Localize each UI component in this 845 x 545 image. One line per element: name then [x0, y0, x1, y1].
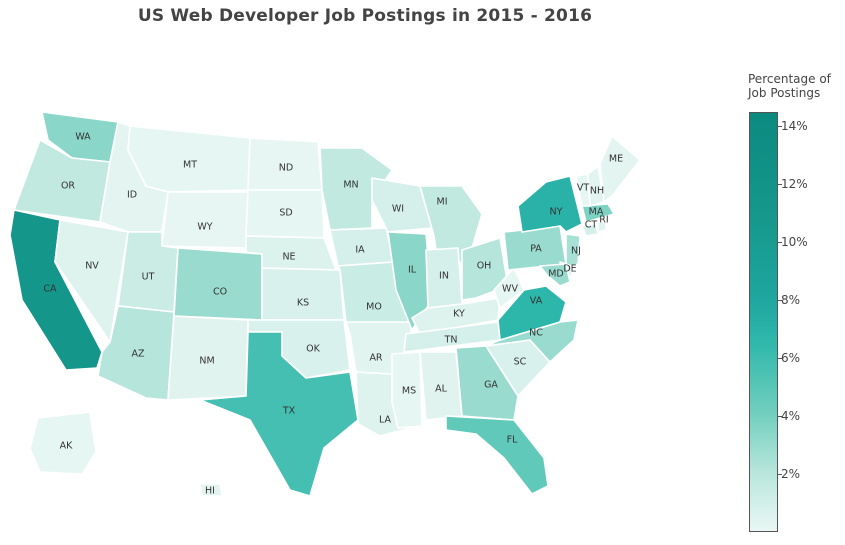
state-label-oh: OH: [477, 261, 492, 272]
state-tx[interactable]: [199, 331, 359, 497]
colorbar-tick-mark: [778, 184, 782, 186]
state-wi[interactable]: [371, 177, 433, 233]
state-label-ks: KS: [297, 298, 309, 309]
colorbar-tick-label: 8%: [781, 293, 801, 308]
state-label-mt: MT: [183, 160, 197, 171]
state-ny[interactable]: [517, 175, 583, 233]
state-label-nm: NM: [199, 356, 214, 367]
state-label-ri: RI: [599, 215, 608, 226]
state-label-az: AZ: [131, 349, 144, 360]
state-label-nd: ND: [279, 163, 293, 174]
state-label-va: VA: [530, 296, 543, 307]
state-co[interactable]: [173, 247, 263, 321]
state-ks[interactable]: [261, 267, 345, 321]
colorbar-tick-label: 6%: [781, 351, 801, 366]
colorbar-tick-mark: [778, 358, 782, 360]
state-label-al: AL: [435, 384, 447, 395]
colorbar-tick-label: 10%: [781, 235, 808, 250]
state-label-vt: VT: [577, 183, 589, 194]
colorbar-tick-label: 12%: [781, 177, 808, 192]
state-label-ga: GA: [484, 380, 498, 391]
state-label-nc: NC: [529, 328, 543, 339]
state-label-ms: MS: [402, 386, 416, 397]
chart-title: US Web Developer Job Postings in 2015 - …: [137, 6, 593, 26]
state-label-sc: SC: [514, 357, 527, 368]
colorbar: [749, 112, 778, 532]
state-wy[interactable]: [161, 191, 249, 249]
state-oh[interactable]: [461, 237, 509, 301]
state-label-hi: HI: [205, 486, 215, 497]
state-label-wv: WV: [502, 284, 518, 295]
colorbar-tick-mark: [778, 126, 782, 128]
state-label-ak: AK: [60, 441, 73, 452]
colorbar-title-line2: Job Postings: [748, 86, 821, 100]
state-label-nj: NJ: [571, 246, 581, 257]
state-label-ut: UT: [142, 272, 155, 283]
state-label-ar: AR: [369, 353, 382, 364]
state-label-mi: MI: [437, 197, 448, 208]
state-label-mn: MN: [343, 180, 358, 191]
state-label-nv: NV: [85, 261, 99, 272]
state-md[interactable]: [539, 263, 571, 287]
state-label-sd: SD: [279, 208, 292, 219]
state-label-ca: CA: [43, 284, 57, 295]
state-nj[interactable]: [565, 233, 581, 269]
state-label-ky: KY: [453, 309, 465, 320]
state-label-or: OR: [61, 181, 75, 192]
state-label-il: IL: [408, 265, 417, 276]
colorbar-tick-label: 2%: [781, 467, 801, 482]
state-label-pa: PA: [530, 244, 542, 255]
colorbar-tick-mark: [778, 242, 782, 244]
state-label-id: ID: [127, 190, 137, 201]
colorbar-tick-label: 4%: [781, 409, 801, 424]
state-label-ma: MA: [589, 207, 604, 218]
state-mn[interactable]: [319, 147, 393, 231]
state-fl[interactable]: [445, 415, 549, 495]
colorbar-tick-mark: [778, 300, 782, 302]
state-ms[interactable]: [391, 351, 423, 429]
state-label-wi: WI: [392, 204, 404, 215]
colorbar-tick-mark: [778, 416, 782, 418]
state-hi[interactable]: [199, 483, 223, 497]
state-label-mo: MO: [366, 302, 382, 313]
state-label-fl: FL: [507, 435, 518, 446]
state-label-nh: NH: [590, 186, 604, 197]
state-label-wy: WY: [197, 222, 212, 233]
state-label-md: MD: [548, 269, 564, 280]
state-label-ne: NE: [282, 252, 295, 263]
state-label-de: DE: [563, 264, 576, 275]
state-me[interactable]: [599, 135, 641, 203]
state-ga[interactable]: [455, 345, 519, 421]
colorbar-title-line1: Percentage of: [748, 72, 831, 86]
state-label-ok: OK: [306, 344, 320, 355]
state-wv[interactable]: [493, 267, 525, 309]
state-nc[interactable]: [485, 319, 579, 363]
state-ct[interactable]: [581, 223, 599, 237]
state-label-la: LA: [379, 415, 392, 426]
state-label-tn: TN: [444, 335, 458, 346]
state-label-tx: TX: [282, 406, 296, 417]
colorbar-title: Percentage of Job Postings: [748, 72, 843, 100]
state-label-me: ME: [609, 154, 623, 165]
state-ma[interactable]: [581, 203, 615, 223]
state-label-wa: WA: [75, 132, 91, 143]
state-ak[interactable]: [29, 411, 97, 475]
state-label-ny: NY: [550, 207, 563, 218]
state-label-in: IN: [439, 271, 449, 282]
colorbar-tick-mark: [778, 474, 782, 476]
state-label-ct: CT: [585, 220, 598, 231]
state-label-ia: IA: [355, 245, 365, 256]
state-ri[interactable]: [597, 221, 607, 233]
colorbar-tick-label: 14%: [781, 119, 808, 134]
us-choropleth-map: WA OR CA NV ID MT WY UT AZ NM CO ND SD NE KS OK TX MN IA MO…: [9, 111, 641, 497]
state-label-co: CO: [213, 287, 227, 298]
